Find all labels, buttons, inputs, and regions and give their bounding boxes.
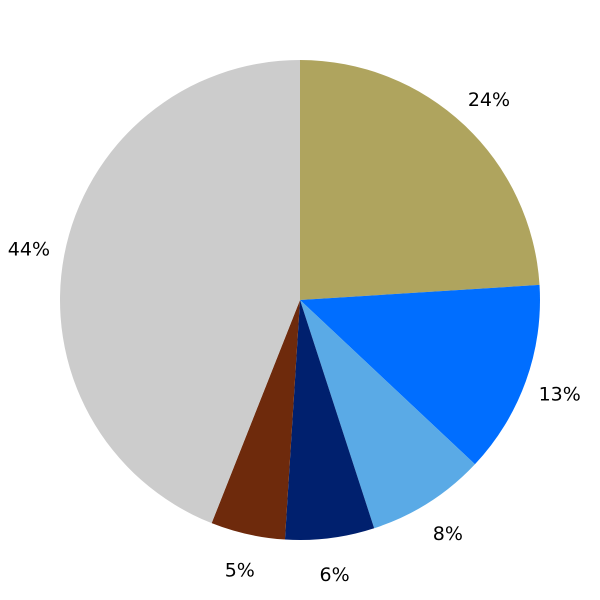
pie-slice: [300, 300, 475, 529]
pie-slice: [284, 300, 375, 541]
pie-slice: [211, 300, 300, 540]
slice-label: 8%: [433, 523, 463, 545]
slice-label: 13%: [539, 383, 581, 405]
pie-slice: [300, 60, 540, 300]
pie-slice: [300, 284, 541, 465]
slice-label: 44%: [8, 238, 50, 260]
slice-label: 5%: [225, 559, 255, 581]
slice-label: 24%: [468, 89, 510, 111]
pie-slice: [59, 60, 300, 524]
slice-label: 6%: [320, 564, 350, 586]
